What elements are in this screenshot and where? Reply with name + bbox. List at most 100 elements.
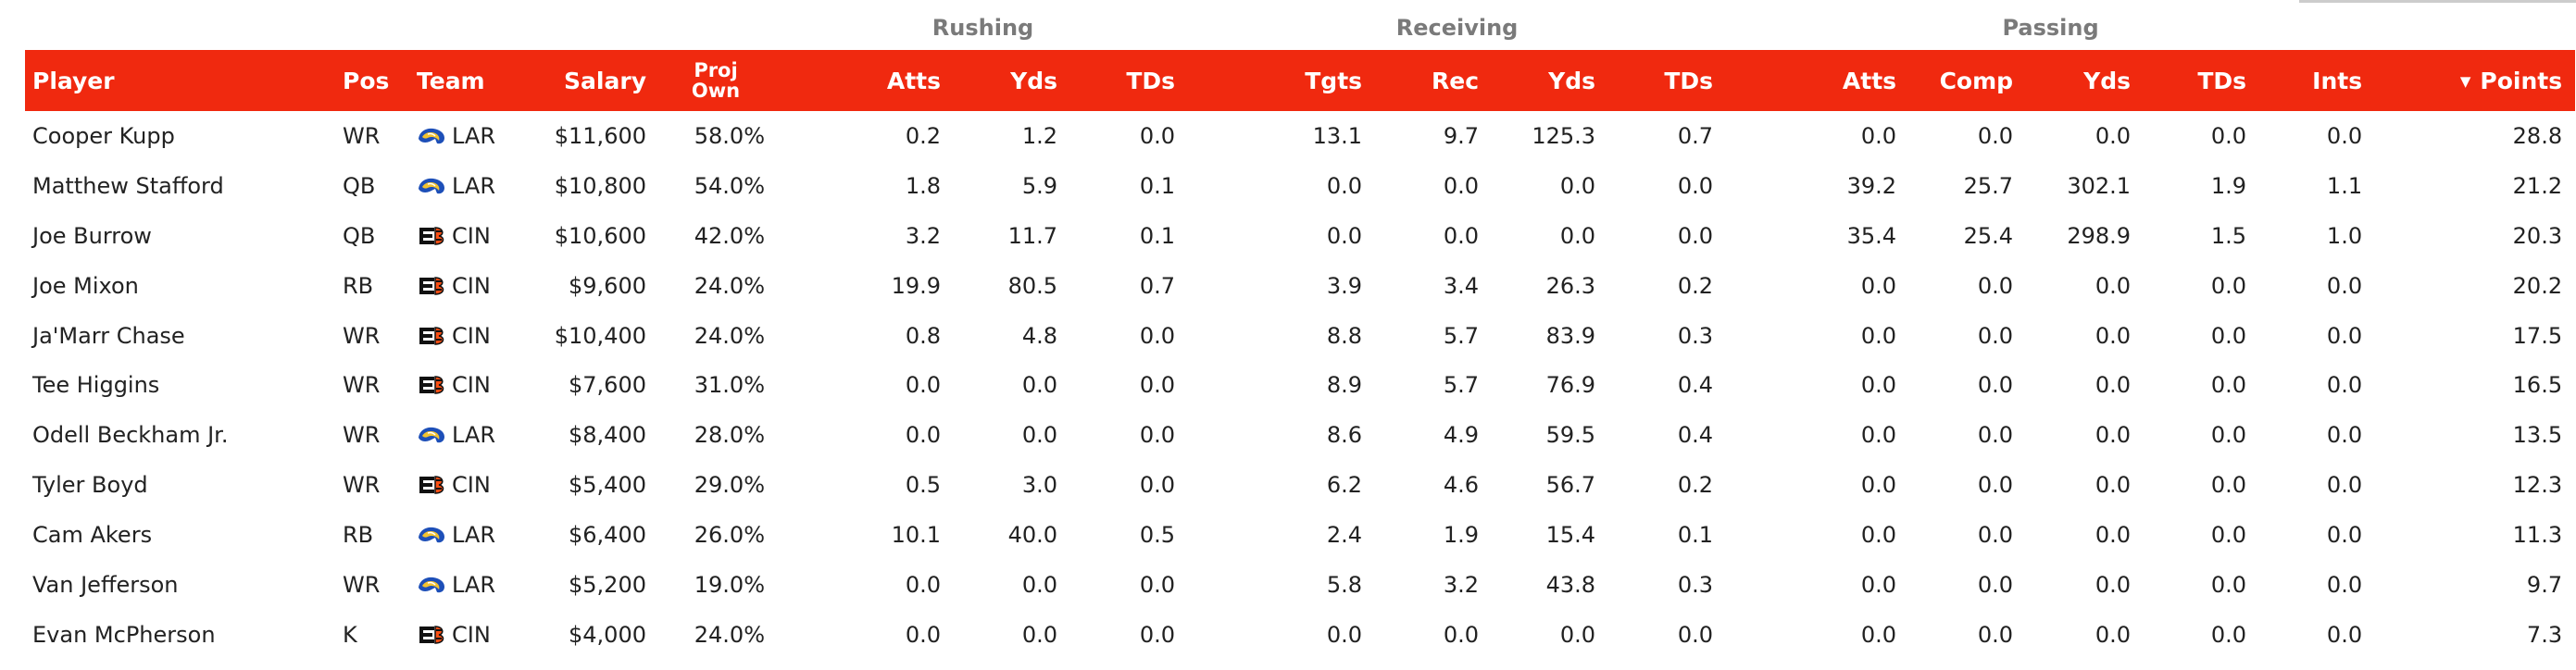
header-rush-atts[interactable]: Atts <box>778 50 954 111</box>
header-points[interactable]: ▼ Points <box>2375 50 2576 111</box>
header-rec-tgts[interactable]: Tgts <box>1188 50 1376 111</box>
rush-yds-cell: 3.0 <box>1021 472 1057 499</box>
pass-tds-cell: 0.0 <box>2210 472 2247 499</box>
salary-cell: $5,200 <box>569 571 646 598</box>
table-row[interactable]: Tee Higgins WR CIN $7,600 31.0% 0.0 0.0 0.0 8.9 5… <box>25 360 2575 410</box>
player-name[interactable]: Ja'Marr Chase <box>32 322 185 349</box>
table-row[interactable]: Joe Burrow QB CIN $10,600 42.0% 3.2 11.7 0.1 0.0… <box>25 211 2575 261</box>
table-row[interactable]: Joe Mixon RB CIN $9,600 24.0% 19.9 80.5 0.7 3.9 3… <box>25 261 2575 311</box>
header-salary[interactable]: Salary <box>520 50 659 111</box>
header-rec-rec[interactable]: Rec <box>1375 50 1493 111</box>
rec-rec-cell: 4.6 <box>1443 472 1480 499</box>
group-spacer-points <box>2375 6 2576 50</box>
header-proj-own[interactable]: Proj Own <box>659 50 778 111</box>
team-abbr: LAR <box>452 522 496 549</box>
player-name[interactable]: Tyler Boyd <box>32 472 148 499</box>
player-name[interactable]: Odell Beckham Jr. <box>32 422 229 449</box>
team-abbr: CIN <box>452 372 491 399</box>
pass-yds-cell: 302.1 <box>2067 172 2132 199</box>
player-name[interactable]: Matthew Stafford <box>32 172 224 199</box>
rush-yds-cell: 4.8 <box>1021 322 1057 349</box>
rush-tds-cell: 0.7 <box>1139 272 1176 299</box>
header-rec-tds[interactable]: TDs <box>1608 50 1727 111</box>
salary-cell: $5,400 <box>569 472 646 499</box>
player-projections-table: Rushing Receiving Passing Player Pos Tea… <box>25 6 2576 660</box>
rec-rec-cell: 0.0 <box>1443 621 1480 648</box>
rec-tds-cell: 0.0 <box>1677 172 1714 199</box>
salary-cell: $4,000 <box>569 621 646 648</box>
header-pass-yds[interactable]: Yds <box>2026 50 2145 111</box>
proj-own-cell: 54.0% <box>694 172 765 199</box>
rec-tgts-cell: 6.2 <box>1326 472 1363 499</box>
pass-ints-cell: 0.0 <box>2326 372 2363 399</box>
team-abbr: LAR <box>452 172 496 199</box>
points-cell: 12.3 <box>2512 472 2563 499</box>
top-divider <box>2299 0 2576 3</box>
rush-yds-cell: 40.0 <box>1007 522 1057 549</box>
rec-tds-cell: 0.3 <box>1677 571 1714 598</box>
rec-tds-cell: 0.4 <box>1677 422 1714 449</box>
table-row[interactable]: Cooper Kupp WR LAR $11,600 58.0% 0.2 1.2 0.0 13.… <box>25 111 2575 161</box>
proj-own-cell: 26.0% <box>694 522 765 549</box>
team-cell: LAR <box>409 111 520 161</box>
header-team[interactable]: Team <box>409 50 520 111</box>
player-name[interactable]: Van Jefferson <box>32 571 179 598</box>
team-abbr: CIN <box>452 222 491 249</box>
table-row[interactable]: Van Jefferson WR LAR $5,200 19.0% 0.0 0.0 0.0 5.… <box>25 560 2575 610</box>
rec-tds-cell: 0.2 <box>1677 472 1714 499</box>
player-name[interactable]: Joe Burrow <box>32 222 152 249</box>
table-row[interactable]: Tyler Boyd WR CIN $5,400 29.0% 0.5 3.0 0.0 6.2 4.… <box>25 460 2575 510</box>
rams-logo-icon <box>417 126 446 146</box>
pass-comp-cell: 25.4 <box>1963 222 2014 249</box>
pass-comp-cell: 0.0 <box>1977 621 2014 648</box>
rec-rec-cell: 1.9 <box>1443 522 1480 549</box>
table-row[interactable]: Ja'Marr Chase WR CIN $10,400 24.0% 0.8 4.8 0.0 8… <box>25 311 2575 361</box>
rush-atts-cell: 0.0 <box>905 621 941 648</box>
header-pass-tds[interactable]: TDs <box>2144 50 2260 111</box>
table-row[interactable]: Matthew Stafford QB LAR $10,800 54.0% 1.8 5.9 0… <box>25 161 2575 211</box>
rush-atts-cell: 10.1 <box>891 522 941 549</box>
bengals-logo-icon <box>417 226 446 246</box>
header-rush-tds[interactable]: TDs <box>1070 50 1189 111</box>
header-rec-yds[interactable]: Yds <box>1492 50 1609 111</box>
player-position: K <box>343 621 357 648</box>
rush-atts-cell: 0.0 <box>905 571 941 598</box>
header-pass-comp[interactable]: Comp <box>1909 50 2027 111</box>
rams-logo-icon <box>417 176 446 196</box>
header-pos[interactable]: Pos <box>335 50 409 111</box>
table-row[interactable]: Cam Akers RB LAR $6,400 26.0% 10.1 40.0 0.5 2.4 1… <box>25 510 2575 560</box>
player-name[interactable]: Joe Mixon <box>32 272 139 299</box>
pass-yds-cell: 0.0 <box>2095 472 2132 499</box>
table-row[interactable]: Evan McPherson K CIN $4,000 24.0% 0.0 0.0 0.0 0.… <box>25 610 2575 660</box>
table-row[interactable]: Odell Beckham Jr. WR LAR $8,400 28.0% 0.0 0.0 0… <box>25 410 2575 460</box>
pass-yds-cell: 0.0 <box>2095 122 2132 149</box>
rush-yds-cell: 0.0 <box>1021 372 1057 399</box>
rush-tds-cell: 0.0 <box>1139 372 1176 399</box>
player-position: QB <box>343 172 376 199</box>
proj-own-cell: 31.0% <box>694 372 765 399</box>
header-player[interactable]: Player <box>25 50 335 111</box>
player-name[interactable]: Cooper Kupp <box>32 122 175 149</box>
player-name[interactable]: Evan McPherson <box>32 621 216 648</box>
pass-ints-cell: 0.0 <box>2326 571 2363 598</box>
player-name[interactable]: Tee Higgins <box>32 372 160 399</box>
header-rush-yds[interactable]: Yds <box>954 50 1070 111</box>
proj-own-cell: 42.0% <box>694 222 765 249</box>
pass-atts-cell: 0.0 <box>1860 272 1897 299</box>
header-pass-atts[interactable]: Atts <box>1726 50 1910 111</box>
pass-ints-cell: 0.0 <box>2326 621 2363 648</box>
player-name[interactable]: Cam Akers <box>32 522 153 549</box>
pass-comp-cell: 25.7 <box>1963 172 2014 199</box>
pass-ints-cell: 0.0 <box>2326 122 2363 149</box>
salary-cell: $8,400 <box>569 422 646 449</box>
rec-tgts-cell: 8.6 <box>1326 422 1363 449</box>
rush-tds-cell: 0.0 <box>1139 621 1176 648</box>
salary-cell: $9,600 <box>569 272 646 299</box>
header-pass-ints[interactable]: Ints <box>2259 50 2376 111</box>
header-proj-own-line1: Proj <box>694 59 738 81</box>
player-position: WR <box>343 422 381 449</box>
team-cell: LAR <box>409 161 520 211</box>
pass-comp-cell: 0.0 <box>1977 522 2014 549</box>
pass-tds-cell: 0.0 <box>2210 272 2247 299</box>
rec-rec-cell: 5.7 <box>1443 322 1480 349</box>
